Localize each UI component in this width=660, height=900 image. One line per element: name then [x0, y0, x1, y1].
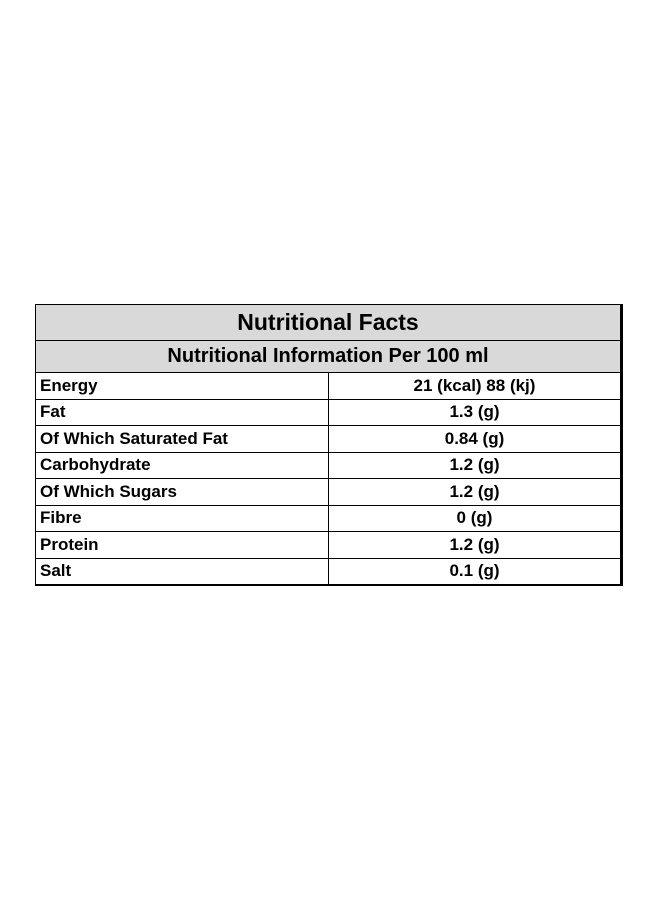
nutrient-name: Salt — [35, 557, 329, 586]
table-row: Fibre 0 (g) — [35, 504, 623, 532]
subtitle-row: Nutritional Information Per 100 ml — [35, 340, 623, 373]
nutrient-value: 0.84 (g) — [328, 425, 623, 453]
nutrient-name: Of Which Saturated Fat — [35, 425, 329, 453]
nutrient-value: 1.2 (g) — [328, 478, 623, 506]
nutrient-name: Energy — [35, 372, 329, 400]
table-row: Protein 1.2 (g) — [35, 531, 623, 559]
table-subtitle: Nutritional Information Per 100 ml — [35, 340, 623, 373]
nutrient-value: 1.2 (g) — [328, 531, 623, 559]
title-row: Nutritional Facts — [35, 304, 623, 341]
nutrient-name: Of Which Sugars — [35, 478, 329, 506]
nutrient-value: 1.2 (g) — [328, 451, 623, 479]
table-title: Nutritional Facts — [35, 304, 623, 341]
table-row: Carbohydrate 1.2 (g) — [35, 451, 623, 479]
nutrition-facts-table: Nutritional Facts Nutritional Informatio… — [35, 304, 623, 586]
nutrient-name: Fat — [35, 398, 329, 426]
nutrient-name: Carbohydrate — [35, 451, 329, 479]
nutrient-value: 0 (g) — [328, 504, 623, 532]
table-row: Energy 21 (kcal) 88 (kj) — [35, 372, 623, 400]
nutrient-value: 21 (kcal) 88 (kj) — [328, 372, 623, 400]
nutrient-name: Protein — [35, 531, 329, 559]
table-row: Of Which Sugars 1.2 (g) — [35, 478, 623, 506]
nutrient-value: 1.3 (g) — [328, 398, 623, 426]
table-row: Salt 0.1 (g) — [35, 557, 623, 586]
table-row: Fat 1.3 (g) — [35, 398, 623, 426]
table-row: Of Which Saturated Fat 0.84 (g) — [35, 425, 623, 453]
nutrient-value: 0.1 (g) — [328, 557, 623, 586]
nutrient-name: Fibre — [35, 504, 329, 532]
